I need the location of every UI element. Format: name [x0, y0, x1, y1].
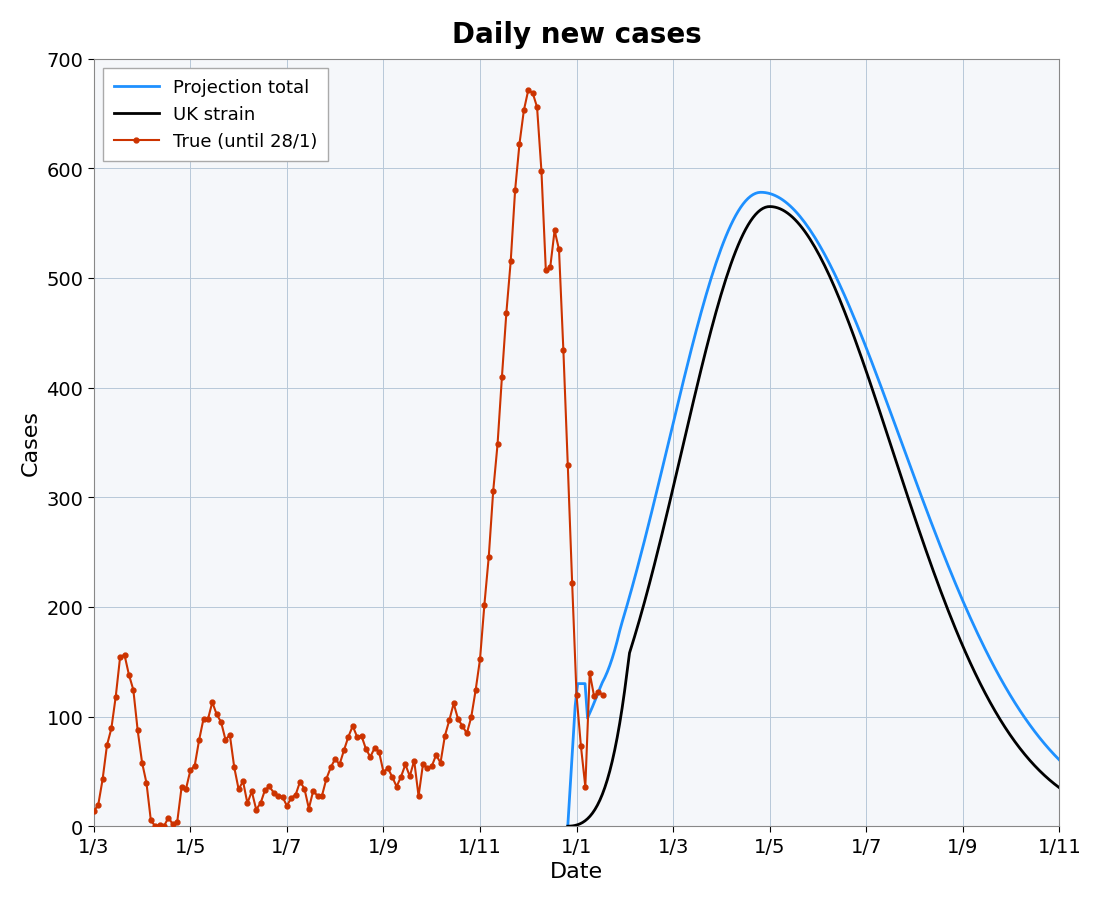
True (until 28/1): [320, 773, 333, 784]
True (until 28/1): [149, 821, 162, 832]
Line: UK strain: UK strain: [568, 207, 1059, 826]
UK strain: [561, 821, 574, 832]
True (until 28/1): [197, 713, 210, 724]
UK strain: [581, 814, 594, 824]
True (until 28/1): [570, 690, 583, 701]
Projection total: [692, 317, 705, 327]
True (until 28/1): [87, 805, 100, 816]
Projection total: [1030, 730, 1044, 741]
Y-axis label: Cases: Cases: [21, 410, 41, 476]
Line: Projection total: Projection total: [568, 193, 1059, 826]
True (until 28/1): [210, 709, 224, 720]
Projection total: [754, 188, 767, 198]
Legend: Projection total, UK strain, True (until 28/1): Projection total, UK strain, True (until…: [102, 69, 328, 162]
Projection total: [581, 713, 594, 723]
True (until 28/1): [596, 690, 609, 701]
UK strain: [764, 202, 777, 213]
UK strain: [652, 540, 666, 551]
UK strain: [591, 800, 604, 811]
UK strain: [1030, 763, 1044, 774]
Title: Daily new cases: Daily new cases: [452, 21, 702, 49]
True (until 28/1): [228, 762, 241, 773]
X-axis label: Date: Date: [550, 861, 603, 881]
True (until 28/1): [521, 86, 534, 97]
Projection total: [591, 689, 604, 700]
UK strain: [1013, 743, 1026, 754]
UK strain: [1052, 782, 1066, 793]
Line: True (until 28/1): True (until 28/1): [91, 88, 605, 829]
Projection total: [1013, 705, 1026, 716]
Projection total: [561, 821, 574, 832]
True (until 28/1): [188, 760, 202, 771]
Projection total: [652, 476, 666, 487]
Projection total: [1052, 755, 1066, 766]
UK strain: [692, 374, 705, 385]
